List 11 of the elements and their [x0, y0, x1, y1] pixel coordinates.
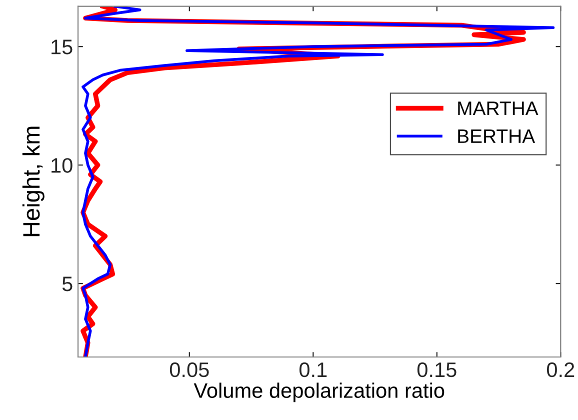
- y-tick-label: 15: [52, 40, 72, 54]
- x-tick-label: 0.15: [417, 362, 456, 378]
- x-axis-title: Volume depolarization ratio: [194, 382, 444, 402]
- x-tick-label: 0.1: [299, 362, 327, 378]
- y-tick-label: 10: [52, 158, 72, 173]
- x-tick-label: 0.05: [170, 362, 209, 378]
- legend-label: MARTHA: [458, 102, 538, 116]
- y-axis-title: Height, km: [22, 126, 44, 236]
- x-tick-label: 0.2: [546, 362, 574, 378]
- legend-label: BERTHA: [458, 130, 536, 143]
- y-tick-label: 5: [62, 276, 72, 292]
